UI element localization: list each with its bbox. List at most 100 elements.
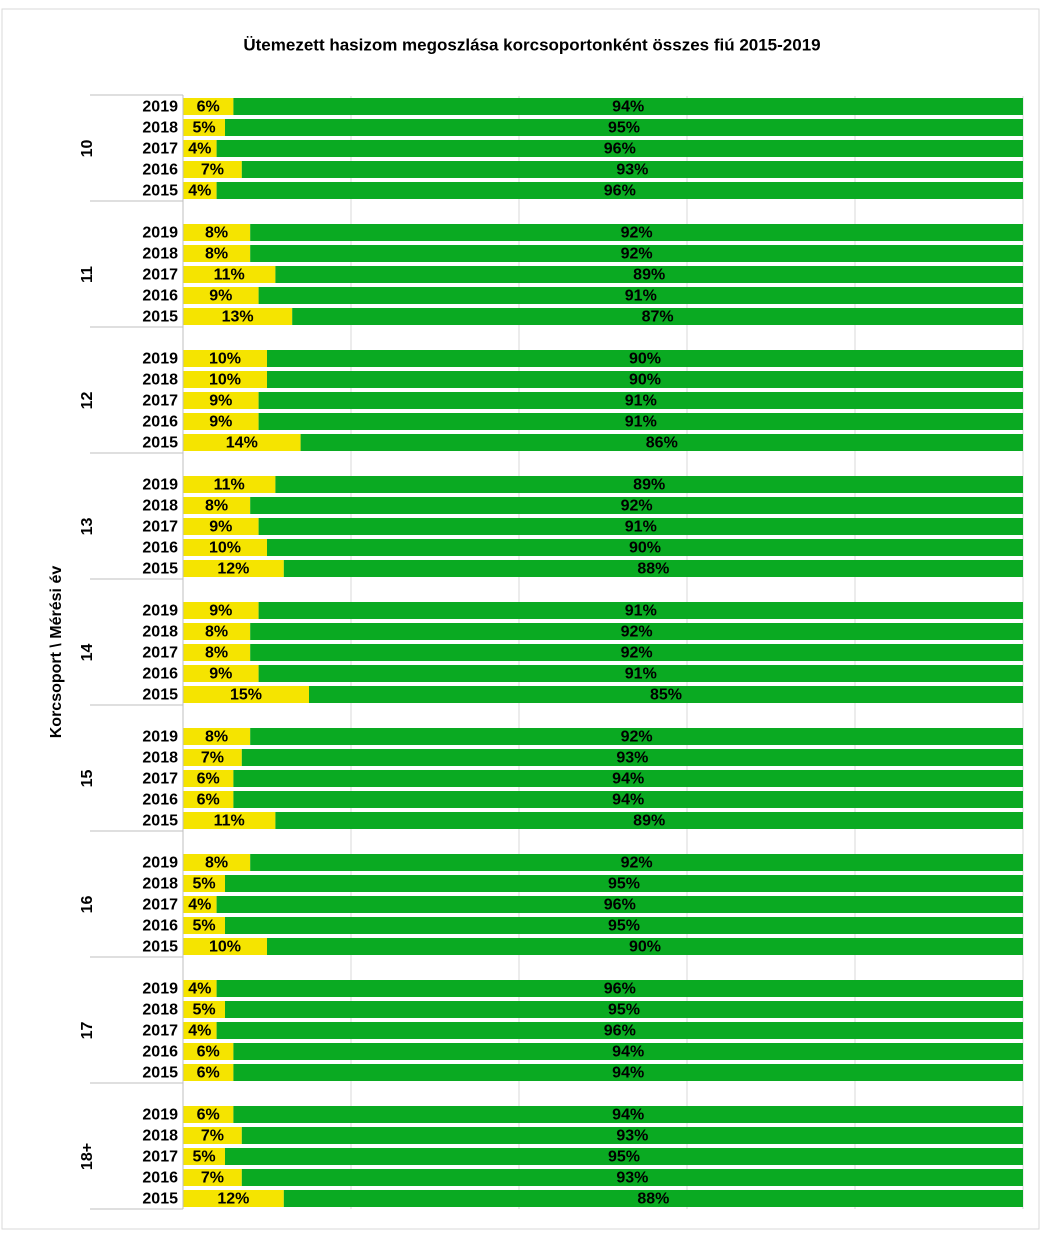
bar-segment xyxy=(283,560,1023,577)
bar-segment xyxy=(216,140,1024,157)
bar-segment xyxy=(241,161,1024,178)
bar-segment xyxy=(183,350,267,367)
data-label: 93% xyxy=(616,162,648,179)
bar-segment xyxy=(183,854,251,871)
bar-segment xyxy=(233,98,1023,115)
y-tick-label: 2018 xyxy=(142,372,178,389)
data-label: 94% xyxy=(612,771,644,788)
bar-segment xyxy=(225,1001,1023,1018)
y-tick-label: 2018 xyxy=(142,246,178,263)
y-tick-label: 2019 xyxy=(142,855,178,872)
bar-segment xyxy=(183,623,251,640)
bar-segment xyxy=(225,119,1023,136)
data-label: 4% xyxy=(188,981,211,998)
data-label: 88% xyxy=(637,1191,669,1208)
data-label: 94% xyxy=(612,99,644,116)
data-label: 92% xyxy=(621,624,653,641)
data-label: 94% xyxy=(612,1065,644,1082)
data-label: 9% xyxy=(209,603,232,620)
data-label: 9% xyxy=(209,393,232,410)
bar-segment xyxy=(283,1190,1023,1207)
data-label: 90% xyxy=(629,351,661,368)
data-label: 95% xyxy=(608,876,640,893)
data-label: 96% xyxy=(604,981,636,998)
bar-segment xyxy=(241,749,1024,766)
bar-segment xyxy=(233,791,1023,808)
bar-segment xyxy=(183,539,267,556)
bar-segment xyxy=(183,896,217,913)
data-label: 15% xyxy=(230,687,262,704)
data-label: 90% xyxy=(629,372,661,389)
bar-segment xyxy=(183,98,234,115)
data-label: 94% xyxy=(612,1107,644,1124)
bar-segment xyxy=(267,350,1023,367)
data-label: 8% xyxy=(205,855,228,872)
y-tick-label: 2018 xyxy=(142,1002,178,1019)
bar-segment xyxy=(216,980,1024,997)
data-label: 92% xyxy=(621,855,653,872)
data-label: 91% xyxy=(625,288,657,305)
y-tick-label: 2015 xyxy=(142,939,178,956)
data-label: 89% xyxy=(633,267,665,284)
bar-segment xyxy=(183,392,259,409)
data-label: 94% xyxy=(612,792,644,809)
data-label: 93% xyxy=(616,1128,648,1145)
y-tick-label: 2019 xyxy=(142,99,178,116)
group-label: 13 xyxy=(79,518,96,536)
bar-segment xyxy=(183,1022,217,1039)
data-label: 89% xyxy=(633,477,665,494)
y-tick-label: 2019 xyxy=(142,981,178,998)
bar-segment xyxy=(258,413,1024,430)
data-label: 93% xyxy=(616,750,648,767)
bar-segment xyxy=(183,644,251,661)
bar-segment xyxy=(183,1001,225,1018)
group-label: 17 xyxy=(79,1022,96,1040)
data-label: 92% xyxy=(621,225,653,242)
bar-segment xyxy=(241,1169,1024,1186)
y-tick-label: 2019 xyxy=(142,729,178,746)
y-tick-label: 2017 xyxy=(142,771,178,788)
data-label: 7% xyxy=(201,1128,224,1145)
data-label: 91% xyxy=(625,393,657,410)
y-tick-label: 2019 xyxy=(142,225,178,242)
data-label: 8% xyxy=(205,729,228,746)
bar-segment xyxy=(292,308,1023,325)
y-tick-label: 2018 xyxy=(142,1128,178,1145)
y-tick-label: 2017 xyxy=(142,1023,178,1040)
data-label: 96% xyxy=(604,1023,636,1040)
y-tick-label: 2017 xyxy=(142,267,178,284)
data-label: 8% xyxy=(205,624,228,641)
data-label: 95% xyxy=(608,918,640,935)
data-label: 90% xyxy=(629,939,661,956)
bar-segment xyxy=(216,1022,1024,1039)
bar-segment xyxy=(183,518,259,535)
y-tick-label: 2018 xyxy=(142,750,178,767)
y-tick-label: 2016 xyxy=(142,540,178,557)
data-label: 10% xyxy=(209,540,241,557)
data-label: 10% xyxy=(209,372,241,389)
data-label: 5% xyxy=(192,120,215,137)
bar-segment xyxy=(183,1127,242,1144)
bar-segment xyxy=(183,1106,234,1123)
data-label: 6% xyxy=(197,1107,220,1124)
data-label: 96% xyxy=(604,141,636,158)
y-tick-label: 2015 xyxy=(142,1191,178,1208)
y-tick-label: 2019 xyxy=(142,1107,178,1124)
data-label: 92% xyxy=(621,729,653,746)
y-tick-label: 2018 xyxy=(142,624,178,641)
y-tick-label: 2015 xyxy=(142,813,178,830)
data-label: 96% xyxy=(604,897,636,914)
bar-segment xyxy=(183,875,225,892)
data-label: 8% xyxy=(205,246,228,263)
bar-segment xyxy=(183,245,251,262)
bar-segment xyxy=(233,1043,1023,1060)
data-label: 92% xyxy=(621,246,653,263)
data-label: 95% xyxy=(608,1002,640,1019)
y-tick-label: 2016 xyxy=(142,1044,178,1061)
y-tick-label: 2019 xyxy=(142,351,178,368)
bar-segment xyxy=(183,602,259,619)
bar-segment xyxy=(250,497,1023,514)
data-label: 87% xyxy=(642,309,674,326)
bar-segment xyxy=(183,665,259,682)
